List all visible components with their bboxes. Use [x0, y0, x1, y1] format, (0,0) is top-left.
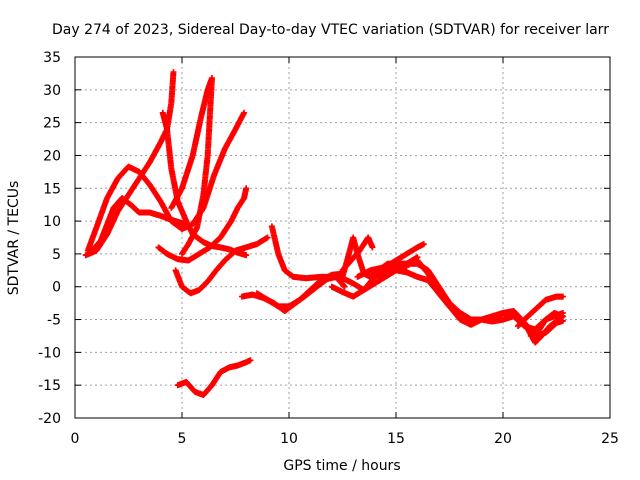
data-point: [559, 293, 566, 300]
data-point: [341, 283, 348, 290]
x-tick-label: 25: [601, 431, 619, 447]
data-points: [82, 69, 566, 399]
x-tick-label: 15: [387, 431, 405, 447]
data-series: [514, 293, 566, 330]
data-series: [172, 234, 271, 297]
y-axis-label: SDTVAR / TECUs: [6, 181, 22, 296]
y-tick-label: 25: [43, 116, 61, 132]
y-tick-label: 5: [52, 247, 61, 263]
data-series: [155, 185, 250, 264]
x-axis-label: GPS time / hours: [283, 458, 400, 474]
y-tick-label: 15: [43, 181, 61, 197]
x-tick-label: 10: [280, 431, 298, 447]
x-tick-label: 5: [178, 431, 187, 447]
y-tick-label: -10: [38, 345, 61, 361]
data-point: [559, 313, 566, 320]
data-point: [243, 185, 250, 192]
x-tick-labels: 0 5 10 15 20 25: [71, 431, 619, 447]
tick-marks: [74, 56, 611, 419]
y-tick-label: 0: [52, 280, 61, 296]
y-tick-label: 20: [43, 148, 61, 164]
data-series: [84, 109, 248, 254]
data-point: [264, 234, 271, 241]
x-tick-label: 0: [71, 431, 80, 447]
data-point: [243, 252, 250, 259]
plot-frame: [74, 56, 611, 419]
data-point: [179, 250, 185, 257]
data-series: [253, 270, 346, 310]
data-series: [174, 357, 254, 399]
data-point: [420, 241, 427, 248]
y-tick-labels: -20 -15 -10 -5 0 5 10 15 20 25 30 35: [38, 50, 61, 427]
data-point: [247, 357, 254, 364]
y-tick-label: 10: [43, 214, 61, 230]
data-point: [369, 244, 376, 251]
y-tick-label: 35: [43, 50, 61, 66]
data-series: [168, 75, 215, 257]
data-series: [527, 309, 566, 339]
grid: [75, 57, 610, 418]
chart-title: Day 274 of 2023, Sidereal Day-to-day VTE…: [52, 22, 609, 38]
y-tick-label: 30: [43, 83, 61, 99]
data-point: [241, 109, 248, 116]
y-tick-label: -20: [38, 411, 61, 427]
x-tick-label: 20: [494, 431, 512, 447]
y-tick-label: -15: [38, 378, 61, 394]
data-point: [170, 69, 177, 76]
data-series: [339, 234, 376, 274]
y-tick-label: -5: [47, 313, 61, 329]
